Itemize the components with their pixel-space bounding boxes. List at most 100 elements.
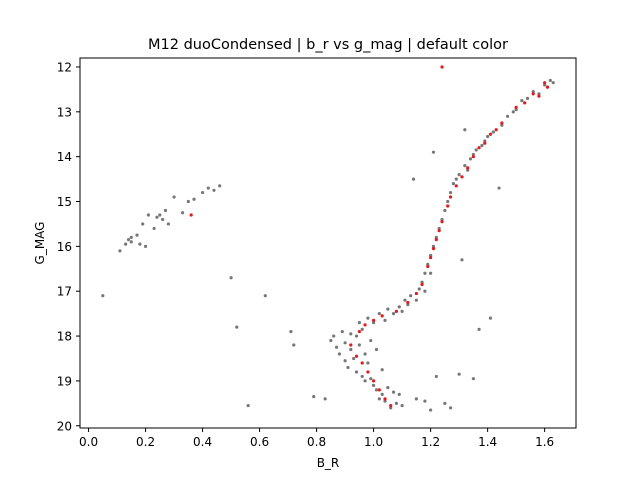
highlighted-data-point — [383, 397, 387, 401]
data-point — [369, 338, 373, 343]
data-point — [463, 128, 467, 132]
data-point — [411, 177, 416, 181]
data-point — [374, 388, 379, 392]
data-point — [186, 199, 190, 204]
data-point — [386, 386, 390, 390]
highlighted-data-point — [434, 238, 438, 242]
data-point — [394, 401, 399, 405]
y-tick-label: 20 — [57, 419, 72, 433]
data-point — [212, 188, 216, 192]
data-point — [360, 374, 364, 379]
data-point — [340, 329, 344, 334]
highlighted-data-point — [523, 101, 527, 105]
data-point — [155, 215, 159, 219]
data-point — [200, 190, 205, 195]
data-point — [511, 110, 515, 114]
highlighted-data-point — [357, 329, 361, 334]
highlighted-data-point — [363, 323, 367, 327]
data-point — [369, 377, 373, 381]
data-point — [537, 92, 541, 96]
data-point — [380, 368, 384, 372]
highlighted-data-point — [466, 166, 470, 170]
data-point — [124, 242, 128, 246]
plot-frame — [79, 57, 577, 429]
data-point — [486, 134, 490, 139]
data-point — [152, 226, 156, 231]
data-point — [457, 372, 461, 376]
data-point — [372, 321, 376, 325]
highlighted-data-point — [446, 204, 450, 208]
chart-title: M12 duoCondensed | b_r vs g_mag | defaul… — [148, 37, 508, 53]
data-point — [346, 365, 350, 370]
data-point — [118, 249, 122, 253]
data-point — [440, 217, 444, 222]
data-point — [372, 383, 376, 387]
data-point — [363, 352, 367, 356]
highlighted-data-point — [471, 155, 475, 159]
data-point — [531, 90, 535, 94]
data-point — [505, 114, 510, 118]
data-point — [366, 316, 370, 320]
y-axis-ticks: 12 13 14 15 16 17 18 19 20 — [57, 60, 80, 433]
data-point — [417, 287, 421, 291]
y-tick-label: 16 — [57, 240, 72, 254]
data-point — [292, 343, 296, 347]
highlighted-data-point — [377, 388, 381, 392]
y-tick-label: 12 — [57, 60, 72, 74]
highlighted-data-point — [354, 354, 359, 358]
data-point — [334, 345, 339, 349]
highlighted-data-point — [389, 403, 393, 408]
data-point — [377, 397, 381, 401]
data-point — [166, 222, 170, 226]
x-axis-ticks: 0.0 0.2 0.4 0.6 0.8 1.0 1.2 1.4 1.6 — [79, 428, 554, 449]
data-point — [406, 303, 410, 307]
data-point — [158, 213, 162, 217]
data-point — [480, 143, 484, 148]
data-point — [146, 213, 151, 217]
data-point — [141, 222, 145, 226]
data-point — [129, 235, 133, 239]
data-point — [397, 392, 401, 396]
data-point — [429, 408, 433, 412]
y-tick-label: 17 — [57, 285, 72, 299]
data-point — [383, 399, 387, 403]
data-point — [423, 289, 427, 293]
y-tick-label: 13 — [57, 105, 72, 119]
x-tick-label: 0.6 — [250, 435, 269, 449]
data-point — [437, 226, 441, 231]
data-point — [446, 199, 450, 204]
highlighted-data-point — [545, 85, 550, 89]
data-point — [206, 186, 210, 190]
x-axis-label: B_R — [317, 456, 340, 470]
x-tick-label: 0.8 — [307, 435, 326, 449]
data-points — [101, 65, 555, 412]
highlighted-data-point — [543, 81, 547, 85]
highlighted-data-point — [488, 132, 493, 136]
data-point — [443, 401, 447, 405]
data-point — [488, 316, 493, 320]
data-point — [500, 123, 504, 127]
data-point — [218, 184, 222, 188]
highlighted-data-point — [537, 94, 541, 98]
data-point — [423, 399, 427, 403]
data-point — [354, 370, 359, 374]
data-point — [343, 341, 347, 345]
highlighted-data-point — [380, 314, 384, 318]
data-point — [312, 395, 316, 399]
highlighted-data-point — [531, 92, 535, 96]
data-point — [229, 276, 233, 280]
data-point — [474, 148, 478, 152]
data-point — [468, 157, 473, 161]
highlighted-data-point — [454, 184, 458, 188]
x-tick-label: 0.4 — [193, 435, 212, 449]
data-point — [289, 329, 293, 334]
data-point — [263, 294, 267, 298]
highlighted-data-point — [394, 309, 399, 313]
x-tick-label: 1.4 — [478, 435, 497, 449]
data-point — [520, 99, 524, 103]
data-point — [343, 359, 347, 363]
data-point — [349, 347, 353, 352]
data-point — [380, 392, 384, 396]
data-point — [349, 332, 353, 336]
